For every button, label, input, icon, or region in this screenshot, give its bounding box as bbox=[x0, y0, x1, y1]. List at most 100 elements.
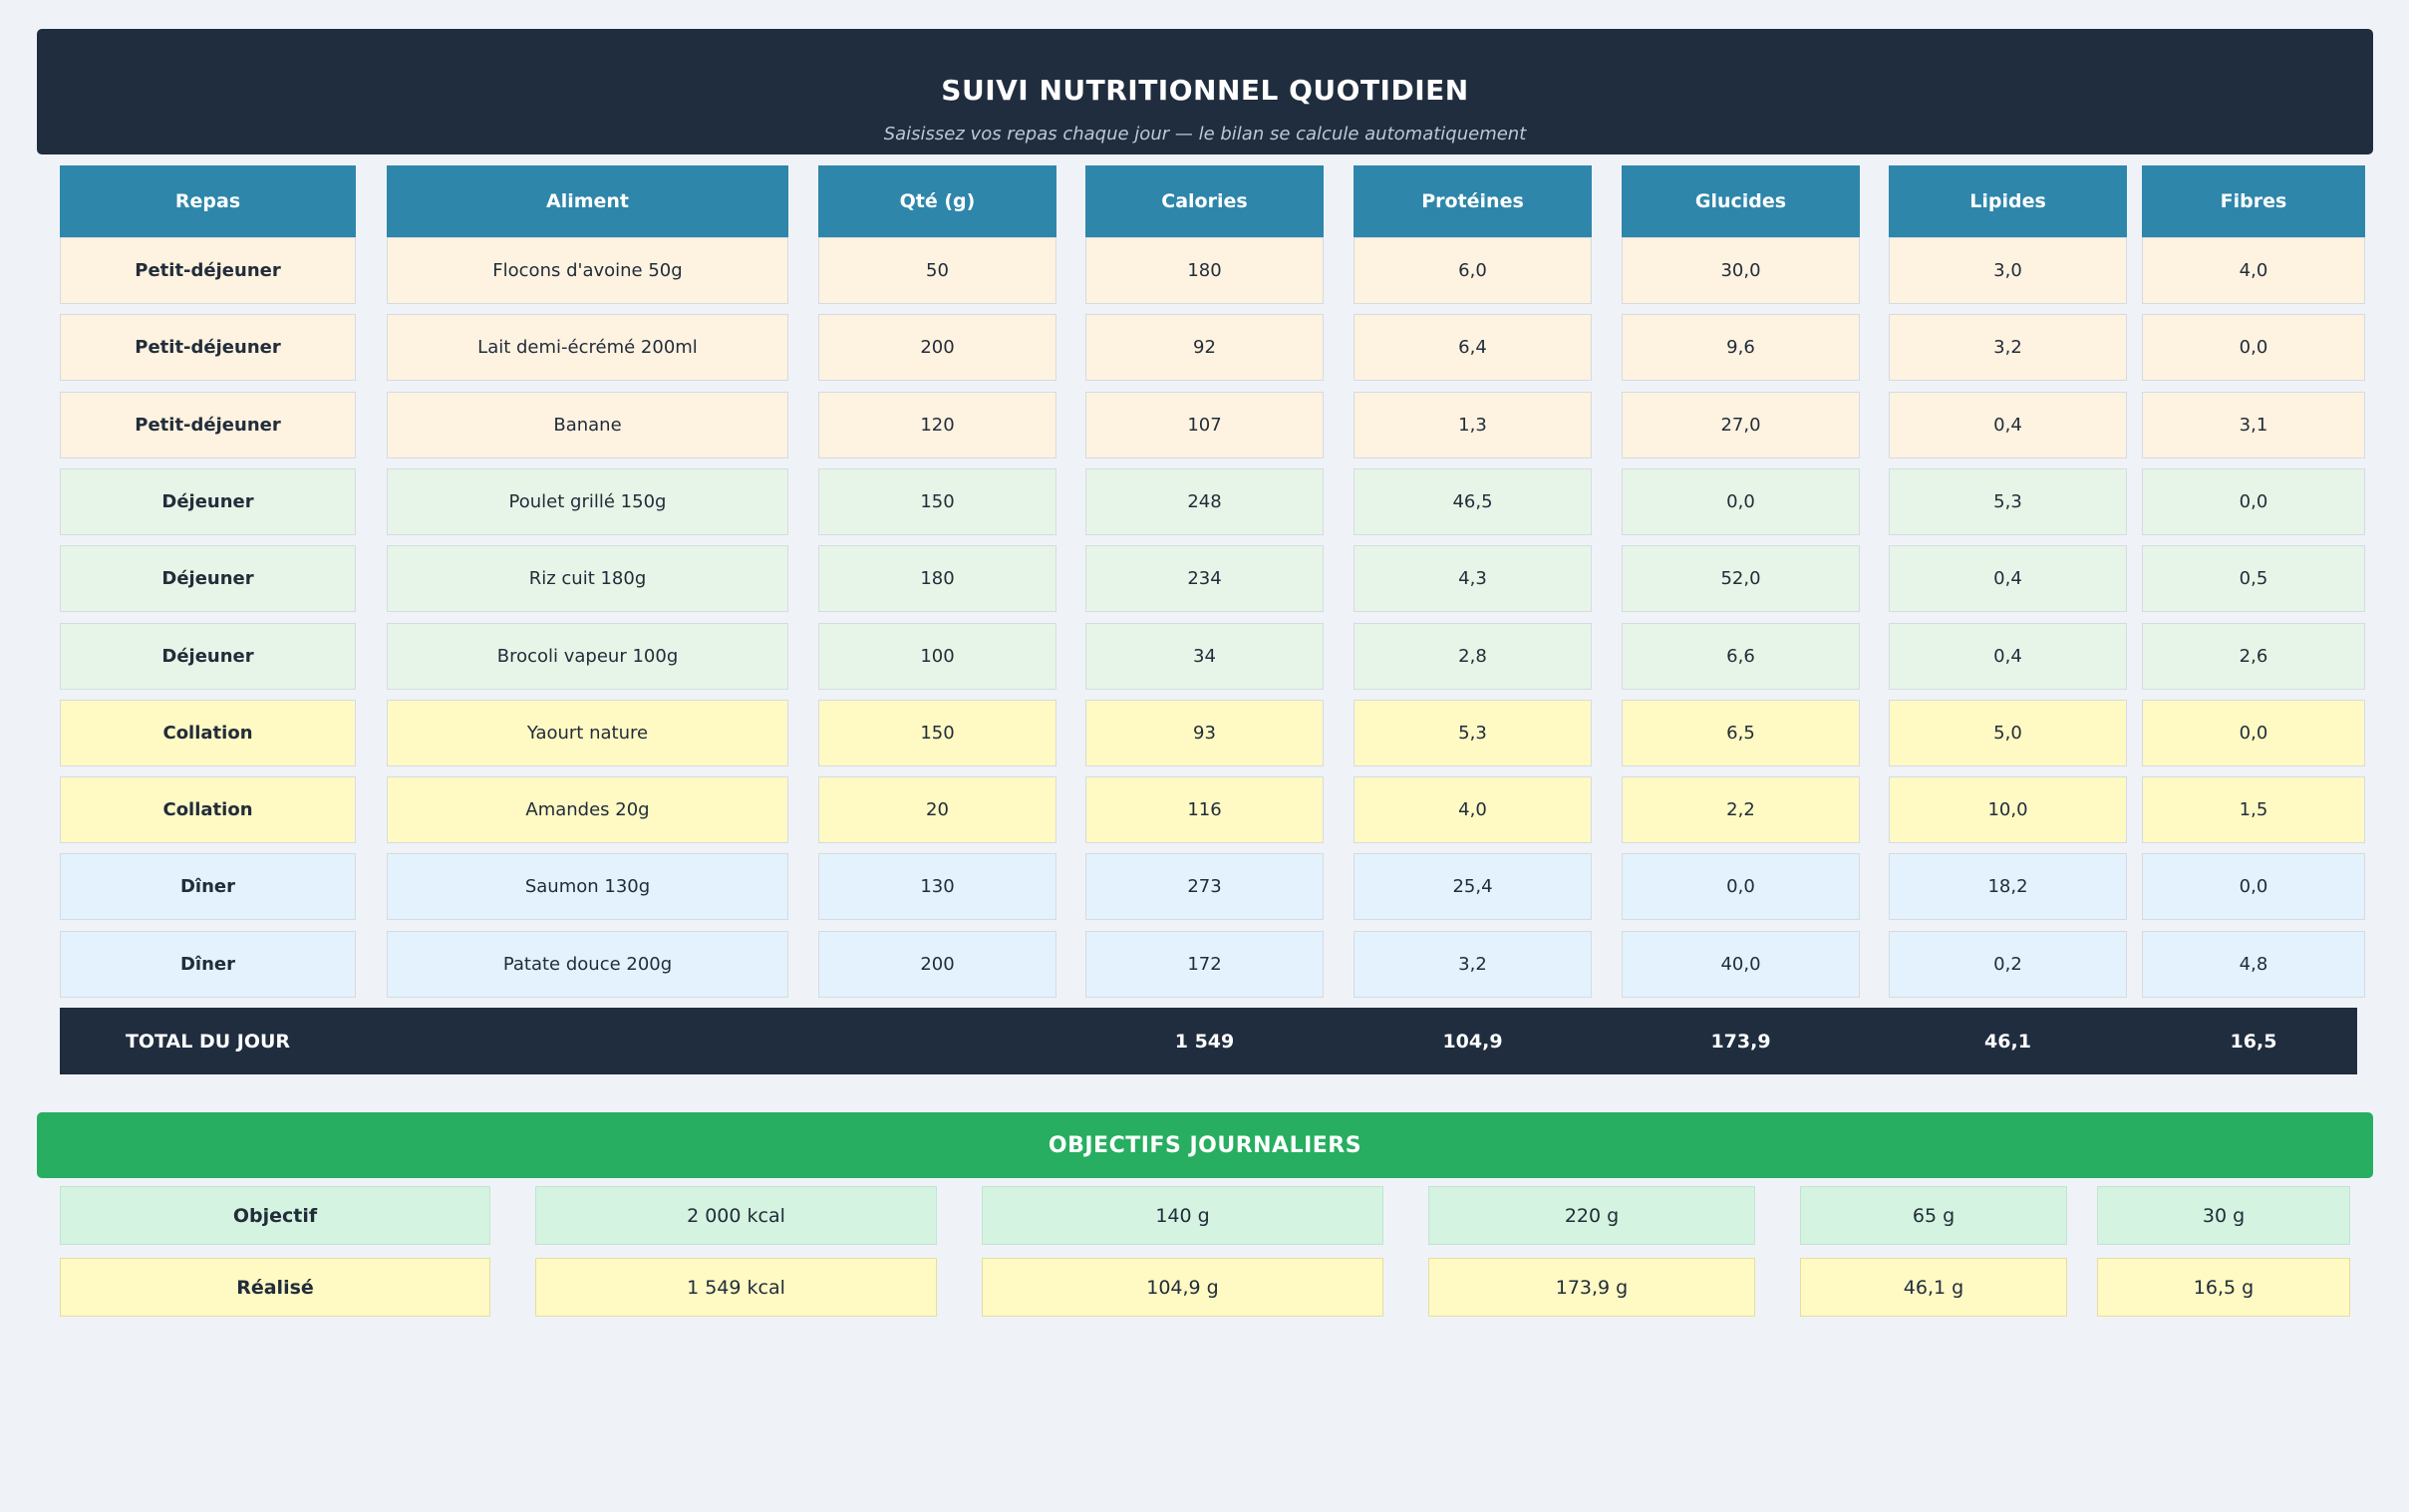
table-cell-fibres[interactable]: 4,8 bbox=[2142, 931, 2365, 998]
table-cell-proteines[interactable]: 1,3 bbox=[1354, 392, 1592, 458]
table-cell-lipides[interactable]: 5,3 bbox=[1889, 468, 2127, 535]
goal-objectif-proteines[interactable]: 140 g bbox=[982, 1186, 1383, 1245]
table-cell-proteines[interactable]: 6,0 bbox=[1354, 237, 1592, 304]
table-cell-lipides[interactable]: 3,2 bbox=[1889, 314, 2127, 381]
table-cell-calories[interactable]: 93 bbox=[1085, 700, 1324, 766]
table-cell-calories[interactable]: 248 bbox=[1085, 468, 1324, 535]
table-cell-aliment[interactable]: Lait demi-écrémé 200ml bbox=[387, 314, 788, 381]
table-cell-proteines[interactable]: 6,4 bbox=[1354, 314, 1592, 381]
table-cell-qte[interactable]: 130 bbox=[818, 853, 1056, 920]
column-header-aliment: Aliment bbox=[387, 165, 788, 237]
table-cell-glucides[interactable]: 40,0 bbox=[1622, 931, 1860, 998]
table-cell-aliment[interactable]: Brocoli vapeur 100g bbox=[387, 623, 788, 690]
table-cell-fibres[interactable]: 0,5 bbox=[2142, 545, 2365, 612]
goal-objectif-lipides[interactable]: 65 g bbox=[1800, 1186, 2067, 1245]
table-cell-fibres[interactable]: 3,1 bbox=[2142, 392, 2365, 458]
table-cell-proteines[interactable]: 4,0 bbox=[1354, 776, 1592, 843]
table-cell-calories[interactable]: 116 bbox=[1085, 776, 1324, 843]
table-cell-lipides[interactable]: 10,0 bbox=[1889, 776, 2127, 843]
goal-realise-lipides[interactable]: 46,1 g bbox=[1800, 1258, 2067, 1317]
table-cell-repas[interactable]: Déjeuner bbox=[60, 545, 356, 612]
table-cell-calories[interactable]: 273 bbox=[1085, 853, 1324, 920]
table-cell-lipides[interactable]: 0,4 bbox=[1889, 545, 2127, 612]
total-proteines: 104,9 bbox=[1442, 1030, 1503, 1053]
table-cell-fibres[interactable]: 0,0 bbox=[2142, 314, 2365, 381]
table-cell-proteines[interactable]: 4,3 bbox=[1354, 545, 1592, 612]
goal-realise-proteines[interactable]: 104,9 g bbox=[982, 1258, 1383, 1317]
table-cell-fibres[interactable]: 0,0 bbox=[2142, 700, 2365, 766]
table-cell-calories[interactable]: 34 bbox=[1085, 623, 1324, 690]
table-cell-calories[interactable]: 234 bbox=[1085, 545, 1324, 612]
table-cell-aliment[interactable]: Banane bbox=[387, 392, 788, 458]
table-cell-proteines[interactable]: 5,3 bbox=[1354, 700, 1592, 766]
table-cell-repas[interactable]: Collation bbox=[60, 776, 356, 843]
page-subtitle: Saisissez vos repas chaque jour — le bil… bbox=[883, 124, 1527, 145]
table-cell-calories[interactable]: 92 bbox=[1085, 314, 1324, 381]
table-cell-aliment[interactable]: Riz cuit 180g bbox=[387, 545, 788, 612]
table-cell-qte[interactable]: 50 bbox=[818, 237, 1056, 304]
table-cell-glucides[interactable]: 52,0 bbox=[1622, 545, 1860, 612]
goal-realise-calories[interactable]: 1 549 kcal bbox=[535, 1258, 937, 1317]
table-cell-lipides[interactable]: 3,0 bbox=[1889, 237, 2127, 304]
table-cell-repas[interactable]: Dîner bbox=[60, 931, 356, 998]
table-cell-qte[interactable]: 200 bbox=[818, 931, 1056, 998]
table-cell-glucides[interactable]: 27,0 bbox=[1622, 392, 1860, 458]
table-cell-repas[interactable]: Petit-déjeuner bbox=[60, 237, 356, 304]
table-cell-fibres[interactable]: 4,0 bbox=[2142, 237, 2365, 304]
table-cell-qte[interactable]: 100 bbox=[818, 623, 1056, 690]
table-cell-repas[interactable]: Petit-déjeuner bbox=[60, 314, 356, 381]
table-cell-aliment[interactable]: Poulet grillé 150g bbox=[387, 468, 788, 535]
table-cell-calories[interactable]: 180 bbox=[1085, 237, 1324, 304]
table-cell-proteines[interactable]: 46,5 bbox=[1354, 468, 1592, 535]
table-cell-fibres[interactable]: 0,0 bbox=[2142, 468, 2365, 535]
table-cell-qte[interactable]: 120 bbox=[818, 392, 1056, 458]
goal-realise-glucides[interactable]: 173,9 g bbox=[1428, 1258, 1755, 1317]
table-cell-glucides[interactable]: 2,2 bbox=[1622, 776, 1860, 843]
goal-objectif-calories[interactable]: 2 000 kcal bbox=[535, 1186, 937, 1245]
total-row bbox=[60, 1008, 2357, 1074]
table-cell-aliment[interactable]: Amandes 20g bbox=[387, 776, 788, 843]
column-header-fibres: Fibres bbox=[2142, 165, 2365, 237]
table-cell-qte[interactable]: 150 bbox=[818, 468, 1056, 535]
page-title: SUIVI NUTRITIONNEL QUOTIDIEN bbox=[941, 74, 1469, 107]
goal-realise-fibres[interactable]: 16,5 g bbox=[2097, 1258, 2350, 1317]
table-cell-fibres[interactable]: 1,5 bbox=[2142, 776, 2365, 843]
table-cell-lipides[interactable]: 5,0 bbox=[1889, 700, 2127, 766]
table-cell-qte[interactable]: 200 bbox=[818, 314, 1056, 381]
table-cell-repas[interactable]: Petit-déjeuner bbox=[60, 392, 356, 458]
table-cell-lipides[interactable]: 0,2 bbox=[1889, 931, 2127, 998]
table-cell-qte[interactable]: 180 bbox=[818, 545, 1056, 612]
table-cell-fibres[interactable]: 0,0 bbox=[2142, 853, 2365, 920]
total-calories: 1 549 bbox=[1174, 1030, 1235, 1053]
table-cell-aliment[interactable]: Flocons d'avoine 50g bbox=[387, 237, 788, 304]
table-cell-fibres[interactable]: 2,6 bbox=[2142, 623, 2365, 690]
table-cell-calories[interactable]: 107 bbox=[1085, 392, 1324, 458]
table-cell-lipides[interactable]: 0,4 bbox=[1889, 392, 2127, 458]
table-cell-qte[interactable]: 20 bbox=[818, 776, 1056, 843]
goal-objectif-fibres[interactable]: 30 g bbox=[2097, 1186, 2350, 1245]
table-cell-calories[interactable]: 172 bbox=[1085, 931, 1324, 998]
table-cell-aliment[interactable]: Saumon 130g bbox=[387, 853, 788, 920]
total-fibres: 16,5 bbox=[2230, 1030, 2277, 1053]
table-cell-glucides[interactable]: 0,0 bbox=[1622, 853, 1860, 920]
table-cell-glucides[interactable]: 30,0 bbox=[1622, 237, 1860, 304]
table-cell-proteines[interactable]: 25,4 bbox=[1354, 853, 1592, 920]
table-cell-lipides[interactable]: 18,2 bbox=[1889, 853, 2127, 920]
table-cell-aliment[interactable]: Patate douce 200g bbox=[387, 931, 788, 998]
goal-objectif-glucides[interactable]: 220 g bbox=[1428, 1186, 1755, 1245]
table-cell-proteines[interactable]: 2,8 bbox=[1354, 623, 1592, 690]
table-cell-qte[interactable]: 150 bbox=[818, 700, 1056, 766]
table-cell-glucides[interactable]: 6,6 bbox=[1622, 623, 1860, 690]
table-cell-repas[interactable]: Dîner bbox=[60, 853, 356, 920]
table-cell-proteines[interactable]: 3,2 bbox=[1354, 931, 1592, 998]
table-cell-aliment[interactable]: Yaourt nature bbox=[387, 700, 788, 766]
table-cell-glucides[interactable]: 6,5 bbox=[1622, 700, 1860, 766]
table-cell-repas[interactable]: Déjeuner bbox=[60, 623, 356, 690]
table-cell-glucides[interactable]: 9,6 bbox=[1622, 314, 1860, 381]
table-cell-repas[interactable]: Collation bbox=[60, 700, 356, 766]
table-cell-glucides[interactable]: 0,0 bbox=[1622, 468, 1860, 535]
table-cell-lipides[interactable]: 0,4 bbox=[1889, 623, 2127, 690]
goal-realise-label: Réalisé bbox=[60, 1258, 490, 1317]
table-cell-repas[interactable]: Déjeuner bbox=[60, 468, 356, 535]
total-label: TOTAL DU JOUR bbox=[125, 1030, 291, 1053]
